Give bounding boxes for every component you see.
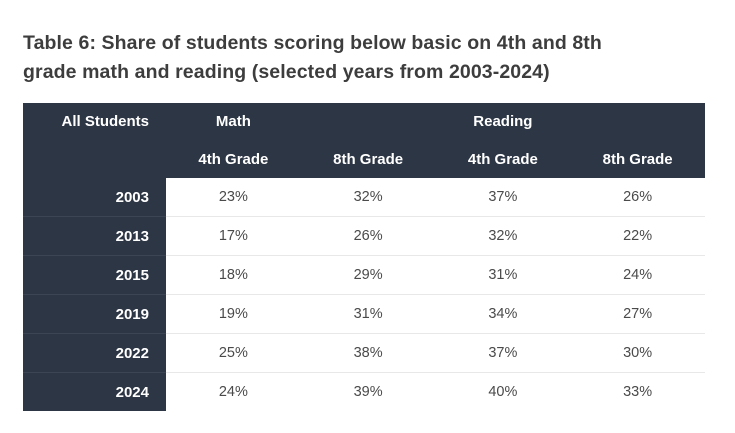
value-cell-reading-4th: 32% xyxy=(435,216,571,256)
year-cell: 2019 xyxy=(23,294,166,334)
table-row-2013: 2013 17% 26% 32% 22% xyxy=(23,216,705,256)
table-row-2003: 2003 23% 32% 37% 26% xyxy=(23,178,705,217)
year-cell: 2022 xyxy=(23,333,166,373)
group-header-reading: Reading xyxy=(435,103,571,140)
year-cell: 2013 xyxy=(23,216,166,256)
year-cell: 2003 xyxy=(23,178,166,217)
value-cell-reading-4th: 34% xyxy=(435,294,571,334)
group-header-spacer xyxy=(570,103,705,140)
table-header: All Students Math Reading 4th Grade 8th … xyxy=(23,103,705,178)
sub-header-spacer xyxy=(23,140,166,178)
value-cell-math-4th: 18% xyxy=(166,255,301,295)
table-row-2015: 2015 18% 29% 31% 24% xyxy=(23,255,705,295)
value-cell-math-8th: 26% xyxy=(300,216,436,256)
value-cell-reading-4th: 37% xyxy=(488,189,518,205)
value-cell-reading-8th: 33% xyxy=(570,372,705,411)
corner-header-all-students: All Students xyxy=(23,103,166,140)
value-cell-reading-4th: 37% xyxy=(435,333,571,373)
value-cell-reading-8th: 27% xyxy=(570,294,705,334)
page-title: Table 6: Share of students scoring below… xyxy=(23,29,713,87)
value-cell-math-8th: 29% xyxy=(300,255,436,295)
sub-header-reading-4th: 4th Grade xyxy=(435,140,571,178)
value-cell-math-8th: 38% xyxy=(300,333,436,373)
value-cell-math-4th: 17% xyxy=(166,216,301,256)
table-row-2019: 2019 19% 31% 34% 27% xyxy=(23,294,705,334)
students-below-basic-table: All Students Math Reading 4th Grade 8th … xyxy=(23,103,705,411)
year-cell: 2015 xyxy=(23,255,166,295)
group-header-spacer xyxy=(300,103,436,140)
table-row-2022: 2022 25% 38% 37% 30% xyxy=(23,333,705,373)
value-cell-reading-4th: 31% xyxy=(435,255,571,295)
table-row-2024: 2024 24% 39% 40% 33% xyxy=(23,372,705,411)
group-header-row: All Students Math Reading xyxy=(23,103,705,140)
value-cell-math-4th: 23% xyxy=(218,189,248,205)
value-cell-reading-8th: 24% xyxy=(570,255,705,295)
year-cell: 2024 xyxy=(23,372,166,411)
page-title-line-2: grade math and reading (selected years f… xyxy=(23,61,550,84)
value-cell-math-8th: 39% xyxy=(300,372,436,411)
value-cell-math-4th: 19% xyxy=(166,294,301,334)
sub-header-row: 4th Grade 8th Grade 4th Grade 8th Grade xyxy=(23,140,705,178)
value-cell-reading-8th: 22% xyxy=(570,216,705,256)
value-cell-math-8th: 32% xyxy=(353,189,383,205)
table-body: 2003 23% 32% 37% 26% 2013 17% 26% 32% 22… xyxy=(23,178,705,411)
page-title-line-1: Table 6: Share of students scoring below… xyxy=(23,32,602,55)
sub-header-reading-8th: 8th Grade xyxy=(570,140,705,178)
value-cell-reading-4th: 40% xyxy=(435,372,571,411)
value-cell-math-8th: 31% xyxy=(300,294,436,334)
value-cell-reading-8th: 26% xyxy=(623,189,653,205)
students-below-basic-table-container: All Students Math Reading 4th Grade 8th … xyxy=(23,103,705,411)
value-cell-math-4th: 25% xyxy=(166,333,301,373)
value-cell-reading-8th: 30% xyxy=(570,333,705,373)
sub-header-math-8th: 8th Grade xyxy=(300,140,436,178)
value-cell-math-4th: 24% xyxy=(166,372,301,411)
sub-header-math-4th: 4th Grade xyxy=(166,140,301,178)
group-header-math: Math xyxy=(166,103,301,140)
